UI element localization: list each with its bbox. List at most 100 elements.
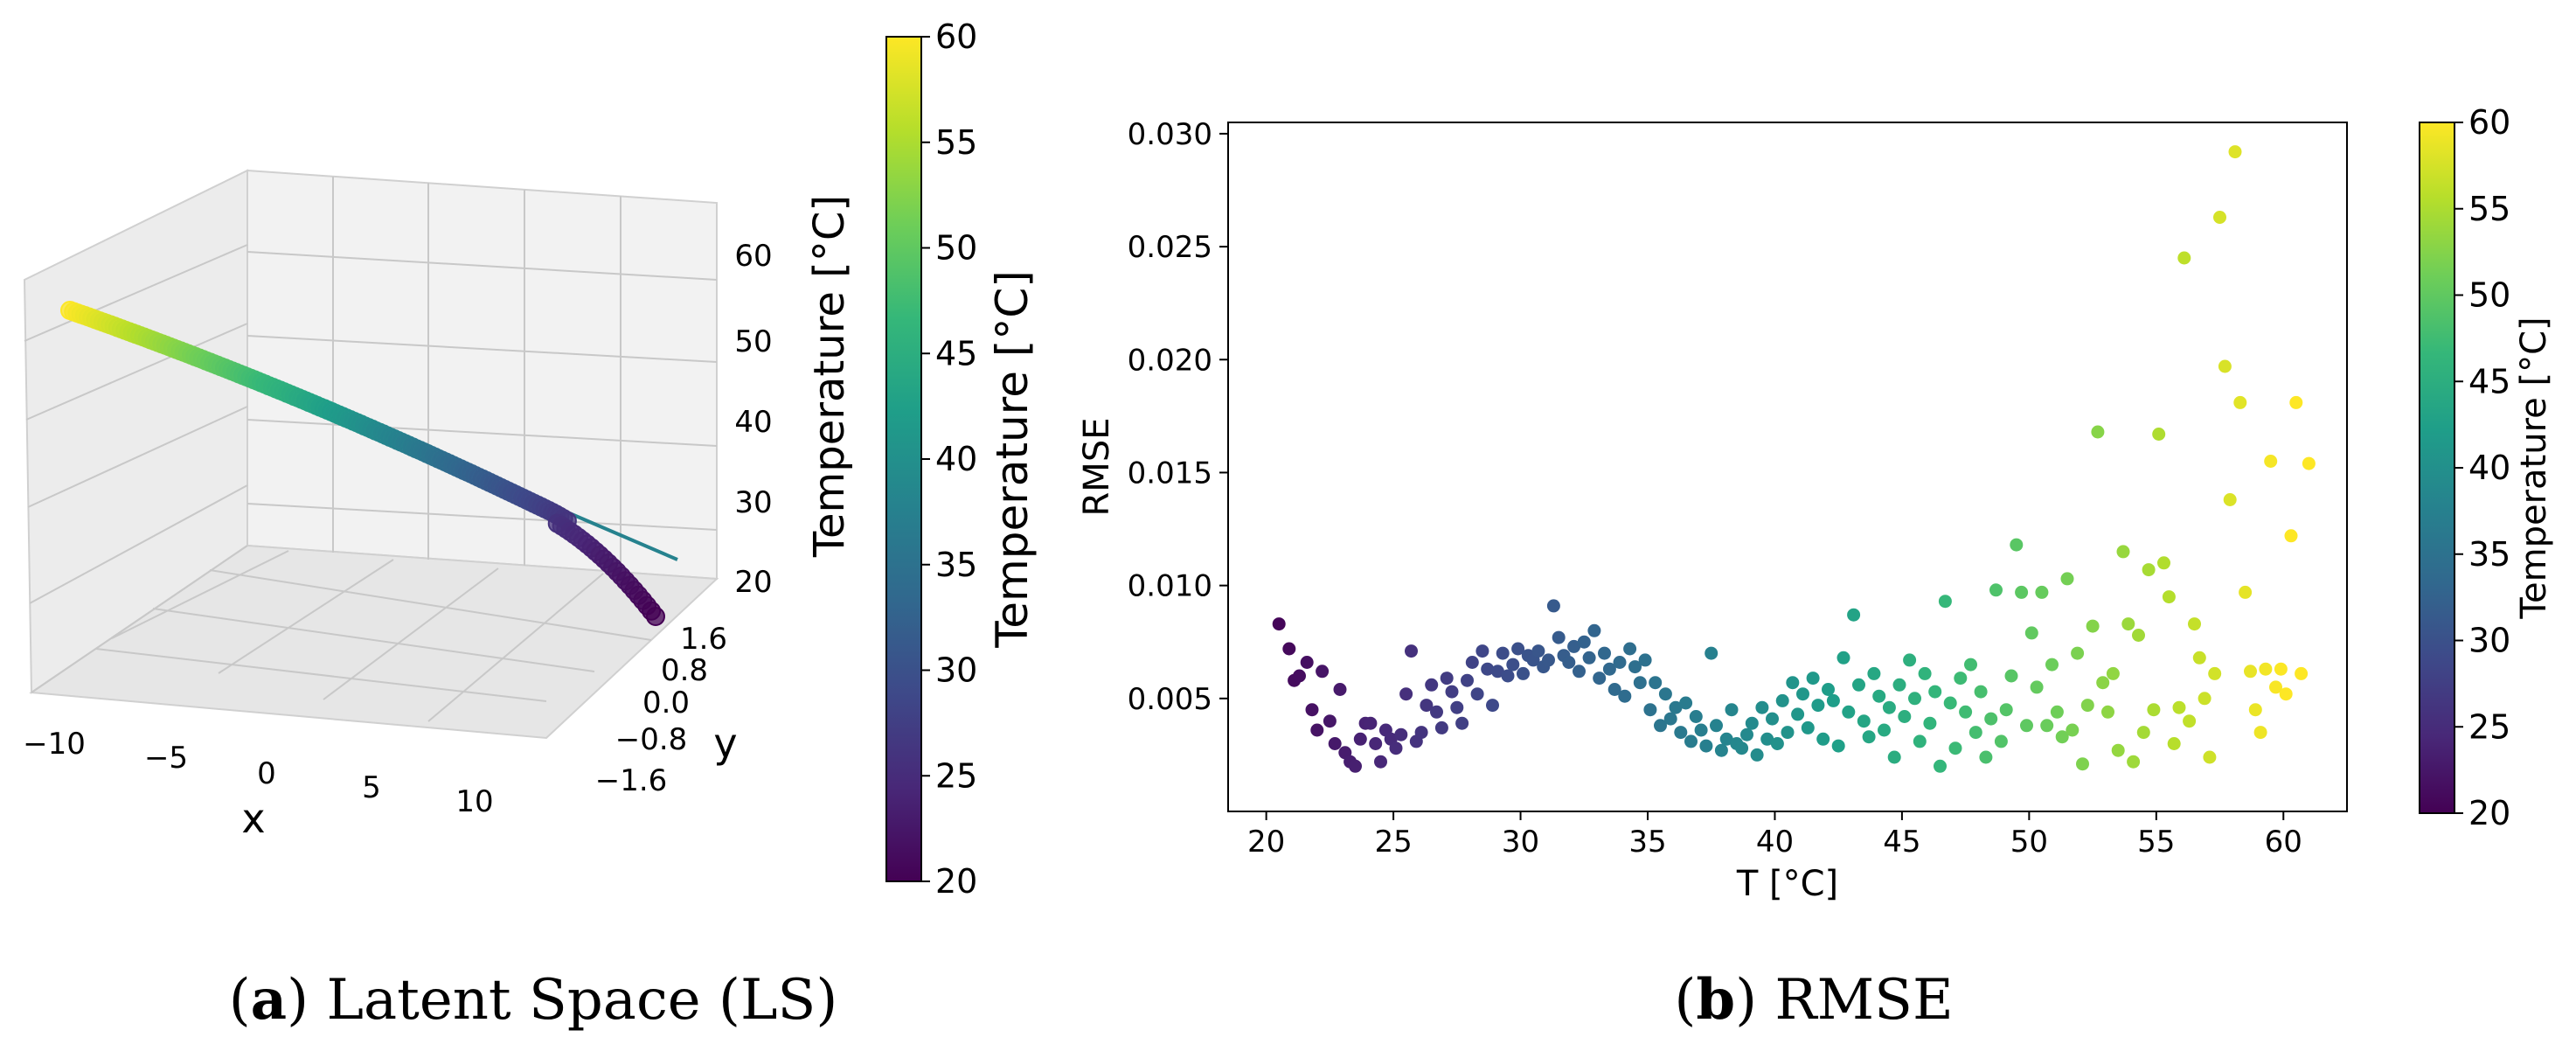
rmse-point [2253, 726, 2267, 740]
rmse-point [1607, 683, 1621, 696]
z-tick-label: 30 [734, 485, 772, 520]
rmse-point [1898, 710, 1912, 723]
rmse-point [1719, 732, 1733, 746]
rmse-point [1857, 714, 1871, 728]
rmse-point [1684, 734, 1698, 748]
rmse-point [2264, 455, 2278, 468]
rmse-point [2188, 617, 2201, 631]
rmse-point [2147, 703, 2161, 717]
rmse-point [1282, 642, 1296, 656]
rmse-point [2223, 493, 2237, 506]
rmse-point [1714, 743, 1728, 757]
rmse-point [1531, 644, 1545, 658]
rmse-point [1369, 737, 1383, 750]
rmse-panel: 20 25 30 35 40 45 50 55 60 0.0050.0100.0150.0200… [1077, 103, 2554, 904]
rmse-point [1649, 676, 1663, 690]
rmse-point [1654, 719, 1667, 733]
3d-gridline [111, 550, 289, 639]
rmse-point [2127, 755, 2141, 769]
rmse-point [2055, 730, 2069, 744]
colorbar-b-gradient [2419, 122, 2455, 814]
rmse-point [2091, 425, 2105, 439]
z-tick-label: 20 [734, 565, 772, 600]
rmse-point [1613, 656, 1627, 669]
y-tick-label: −1.6 [595, 763, 668, 798]
rmse-point [2218, 359, 2232, 373]
rmse-point [2111, 743, 2125, 757]
rmse-point [1938, 595, 1952, 609]
rmse-x-axis-label: T [°C] [1736, 864, 1838, 904]
rmse-x-tick-label: 50 [2010, 825, 2048, 860]
rmse-point [1913, 734, 1927, 748]
x-tick-label: 0 [257, 756, 276, 791]
rmse-point [2302, 456, 2316, 470]
rmse-point [2142, 563, 2156, 577]
rmse-point [2177, 251, 2191, 265]
caption-b-text: (b) RMSE [1674, 967, 1953, 1033]
x-tick-label: 5 [362, 770, 381, 805]
rmse-point [1602, 662, 1616, 676]
rmse-point [2086, 619, 2100, 633]
rmse-point [2198, 692, 2211, 706]
rmse-point [1679, 696, 1693, 710]
latent-space-panel: −10 −5 0 5 10 x −1.6 −0.8 0.0 0.8 1.6 y … [23, 17, 1038, 901]
z-tick-label: 60 [734, 239, 772, 274]
rmse-point [1862, 730, 1876, 744]
trajectory-point [646, 607, 665, 626]
colorbar-b-tick-label: 45 [2468, 362, 2510, 400]
3d-gridline [246, 335, 718, 363]
rmse-point [1562, 656, 1576, 669]
colorbar-a-tick-label: 30 [935, 651, 977, 690]
rmse-point [1811, 699, 1825, 713]
rmse-point [1710, 719, 1723, 733]
rmse-point [1740, 727, 1753, 741]
rmse-point [2015, 585, 2029, 599]
3d-gridline [246, 251, 718, 281]
rmse-points [1272, 145, 2316, 773]
rmse-point [1618, 689, 1632, 703]
rmse-point [2024, 626, 2038, 640]
rmse-x-tick-label: 30 [1502, 825, 1539, 860]
rmse-point [1628, 660, 1642, 674]
rmse-point [1475, 644, 1489, 658]
rmse-point [2136, 726, 2150, 740]
colorbar-b-tick-label: 30 [2468, 622, 2510, 660]
y-tick-label: −0.8 [615, 722, 688, 757]
rmse-point [1323, 714, 1337, 728]
rmse-point [1552, 630, 1566, 644]
colorbar-a-ticks: 20 25 30 35 40 45 50 55 60 [921, 17, 977, 901]
rmse-point [1567, 639, 1581, 653]
rmse-point [1867, 666, 1881, 680]
rmse-point [1837, 651, 1850, 665]
rmse-point [1699, 739, 1713, 753]
rmse-point [2269, 680, 2282, 694]
rmse-x-axis-ticks: 20 25 30 35 40 45 50 55 60 [1247, 811, 2302, 860]
rmse-point [2162, 590, 2176, 604]
rmse-point [2071, 646, 2085, 660]
rmse-point [1882, 700, 1896, 714]
colorbar-b: 20 25 30 35 40 45 50 55 60 Temperature [°C] [2419, 103, 2554, 832]
caption-a-body: ) Latent Space (LS) [287, 968, 837, 1033]
rmse-point [1501, 669, 1515, 683]
rmse-point [2274, 662, 2288, 676]
rmse-point [1694, 723, 1708, 737]
rmse-point [1310, 723, 1324, 737]
rmse-point [2020, 719, 2033, 733]
rmse-point [1674, 726, 1688, 740]
rmse-x-tick-label: 25 [1374, 825, 1412, 860]
3d-gridline [27, 406, 248, 508]
rmse-point [1546, 599, 1560, 613]
rmse-point [1582, 651, 1596, 665]
colorbar-a-tick-label: 25 [935, 756, 977, 795]
x-tick-label: −10 [23, 727, 86, 762]
rmse-point [2248, 703, 2262, 717]
rmse-point [1577, 635, 1591, 649]
rmse-point [1801, 720, 1815, 734]
rmse-x-tick-label: 60 [2265, 825, 2302, 860]
rmse-point [1735, 741, 1749, 755]
colorbar-a-tick-label: 45 [935, 334, 977, 372]
y-tick-label: 1.6 [680, 622, 727, 657]
rmse-point [2121, 617, 2135, 631]
rmse-point [1399, 687, 1413, 701]
